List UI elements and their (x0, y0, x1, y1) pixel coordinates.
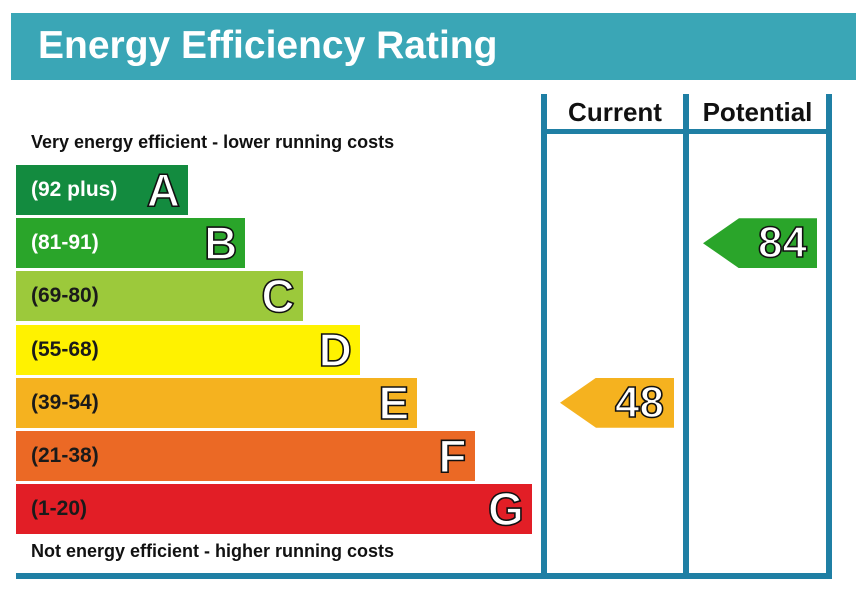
rating-bar-range: (69-80) (31, 284, 99, 308)
rating-bar-range: (39-54) (31, 390, 99, 414)
potential-rating-arrow: 84 (703, 218, 817, 269)
frame-bottom-line (16, 573, 832, 579)
rating-bar-letter: D (318, 323, 353, 377)
frame-right-divider (826, 94, 832, 578)
rating-bar-d: (55-68) D (16, 323, 360, 377)
rating-bar-letter: F (438, 429, 468, 483)
rating-bar-range: (1-20) (31, 497, 88, 521)
frame-middle-divider (683, 94, 689, 578)
rating-bar-letter: A (146, 163, 181, 217)
rating-bar-letter: B (203, 216, 238, 270)
rating-bar-letter: E (378, 376, 410, 430)
rating-bar-c: (69-80) C (16, 270, 303, 324)
header-banner: Energy Efficiency Rating (11, 13, 856, 80)
potential-column-header: Potential (702, 97, 813, 127)
rating-bar-g: (1-20) G (16, 482, 532, 536)
rating-bar-f: (21-38) F (16, 429, 475, 483)
rating-bar-b: (81-91) B (16, 216, 246, 270)
rating-bar-range: (81-91) (31, 231, 99, 255)
frame-left-divider (541, 94, 547, 578)
frame-header-underline (541, 129, 832, 134)
rating-bar-letter: C (261, 270, 296, 324)
rating-bar-range: (92 plus) (31, 178, 118, 201)
current-rating-arrow-value: 48 (614, 377, 665, 428)
current-rating-arrow: 48 (560, 377, 674, 428)
bottom-efficiency-label: Not energy efficient - higher running co… (31, 541, 395, 561)
rating-bar-e: (39-54) E (16, 376, 418, 430)
top-efficiency-label: Very energy efficient - lower running co… (31, 132, 395, 152)
rating-bar-letter: G (487, 482, 524, 536)
page-title: Energy Efficiency Rating (38, 24, 498, 67)
rating-bar-range: (55-68) (31, 337, 99, 361)
potential-rating-arrow-value: 84 (757, 218, 808, 268)
current-column-header: Current (568, 97, 662, 127)
rating-bar-range: (21-38) (31, 444, 99, 467)
rating-bar-a: (92 plus) A (16, 163, 188, 217)
